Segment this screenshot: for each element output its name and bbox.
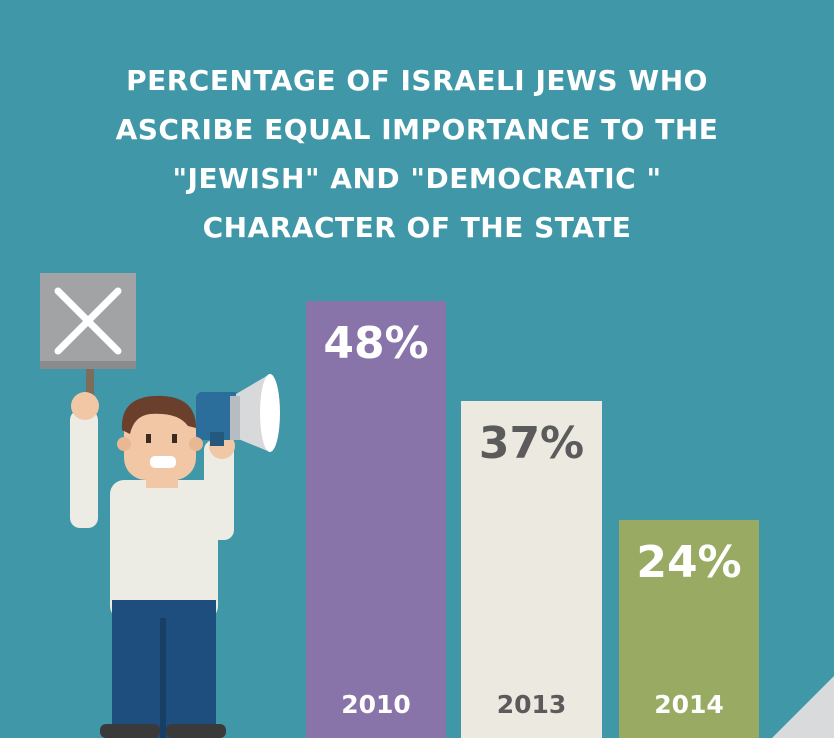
value-label-2013: 37%: [478, 418, 585, 469]
head: [124, 408, 196, 480]
right-hand: [209, 433, 235, 459]
hair: [121, 395, 196, 434]
title-line-3: "JEWISH" AND "DEMOCRATIC ": [172, 162, 662, 195]
value-label-2010: 48%: [323, 318, 429, 369]
bar-2014: 24% 2014: [619, 520, 759, 738]
right-arm: [204, 440, 234, 540]
left-arm: [70, 410, 98, 528]
bar-2013: 37% 2013: [461, 401, 602, 738]
sign-pole: [86, 360, 94, 432]
torso: [110, 480, 218, 620]
x-mark-icon: [54, 287, 122, 355]
value-label-2014: 24%: [636, 537, 742, 588]
page-curl-corner: [772, 676, 834, 738]
sign-board: [40, 273, 136, 369]
legs: [112, 600, 216, 738]
mouth: [150, 456, 176, 468]
bar-2010: 48% 2010: [306, 301, 446, 738]
left-hand: [71, 392, 99, 420]
chart-title: PERCENTAGE OF ISRAELI JEWS WHO ASCRIBE E…: [60, 56, 774, 252]
title-line-1: PERCENTAGE OF ISRAELI JEWS WHO: [126, 64, 708, 97]
category-label-2013: 2013: [496, 690, 567, 719]
title-line-2: ASCRIBE EQUAL IMPORTANCE TO THE: [115, 113, 719, 146]
title-line-4: CHARACTER OF THE STATE: [202, 211, 632, 244]
category-label-2014: 2014: [654, 690, 724, 719]
megaphone-icon: [196, 374, 280, 452]
category-label-2010: 2010: [341, 690, 411, 719]
